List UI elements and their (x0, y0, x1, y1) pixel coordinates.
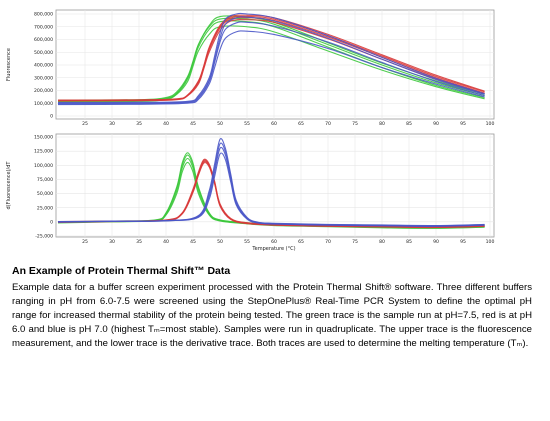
fluorescence-series-group (57, 12, 485, 106)
fluorescence-x-tick-label: 75 (352, 121, 358, 127)
derivative-x-tick-label: 40 (163, 239, 169, 245)
caption-body: Example data for a buffer screen experim… (12, 282, 532, 350)
fluorescence-x-tick-label: 80 (379, 121, 385, 127)
fluorescence-y-tick-label: 400,000 (34, 63, 53, 69)
derivative-x-tick-label: 30 (109, 239, 115, 245)
fluorescence-x-tick-label: 35 (136, 121, 142, 127)
fluorescence-series-red-4 (57, 14, 485, 101)
fluorescence-y-tick-label: 200,000 (34, 88, 53, 94)
derivative-x-tick-label: 65 (298, 239, 304, 245)
fluorescence-series-blue-2 (57, 21, 485, 105)
derivative-x-axis-label: Temperature (°C) (251, 246, 295, 252)
fluorescence-y-tick-label: 700,000 (34, 24, 53, 30)
fluorescence-x-tick-label: 90 (433, 121, 439, 127)
derivative-x-tick-label: 85 (406, 239, 412, 245)
derivative-x-tick-label: 95 (460, 239, 466, 245)
derivative-x-tick-label: 100 (486, 239, 495, 245)
fluorescence-y-tick-label: 100,000 (34, 101, 53, 107)
fluorescence-series-green-1 (57, 17, 485, 102)
derivative-y-tick-label: 50,000 (37, 191, 53, 197)
fluorescence-x-tick-label: 30 (109, 121, 115, 127)
fluorescence-x-tick-label: 95 (460, 121, 466, 127)
fluorescence-x-tick-label: 50 (217, 121, 223, 127)
derivative-x-tick-label: 50 (217, 239, 223, 245)
derivative-y-axis-label: d(Fluorescence)/dT (6, 161, 12, 210)
fluorescence-y-tick-label: 300,000 (34, 75, 53, 81)
fluorescence-x-tick-label: 55 (244, 121, 250, 127)
derivative-x-tick-label: 60 (271, 239, 277, 245)
derivative-series-red-4 (57, 160, 485, 228)
derivative-x-tick-label: 45 (190, 239, 196, 245)
derivative-x-tick-label: 55 (244, 239, 250, 245)
derivative-x-tick-label: 70 (325, 239, 331, 245)
derivative-series-group (57, 138, 485, 229)
fluorescence-series-blue-1 (57, 30, 485, 106)
fluorescence-y-tick-label: 800,000 (34, 12, 53, 18)
fluorescence-x-tick-label: 100 (486, 121, 495, 127)
derivative-panel: 25 30 35 40 45 50 55 60 65 70 75 80 85 90 95 100 -25,000… (6, 133, 495, 252)
fluorescence-series-green-4 (57, 15, 485, 101)
fluorescence-x-tick-label: 60 (271, 121, 277, 127)
fluorescence-series-blue-3 (57, 16, 485, 104)
derivative-y-tick-label: 125,000 (34, 149, 53, 155)
derivative-x-tick-label: 35 (136, 239, 142, 245)
fluorescence-x-tick-label: 45 (190, 121, 196, 127)
fluorescence-y-tick-label: 600,000 (34, 37, 53, 43)
protein-thermal-shift-figure: 25 30 35 40 45 50 55 60 65 70 75 80 85 90 95 100 0 100,00… (6, 9, 495, 252)
fluorescence-x-tick-label: 40 (163, 121, 169, 127)
derivative-y-tick-label: 150,000 (34, 135, 53, 141)
derivative-y-tick-label: -25,000 (35, 234, 53, 240)
chart-svg: 25 30 35 40 45 50 55 60 65 70 75 80 85 90 95 100 0 100,00… (6, 9, 495, 252)
caption-title: An Example of Protein Thermal Shift™ Dat… (12, 265, 231, 277)
fluorescence-y-tick-label: 0 (50, 114, 53, 120)
derivative-y-tick-label: 75,000 (37, 177, 53, 183)
fluorescence-x-tick-label: 85 (406, 121, 412, 127)
derivative-y-tick-label: 100,000 (34, 163, 53, 169)
fluorescence-y-tick-label: 500,000 (34, 50, 53, 56)
derivative-x-tick-label: 75 (352, 239, 358, 245)
fluorescence-x-tick-label: 65 (298, 121, 304, 127)
fluorescence-x-tick-label: 25 (82, 121, 88, 127)
derivative-series-blue-4 (57, 138, 485, 227)
fluorescence-x-tick-label: 70 (325, 121, 331, 127)
derivative-x-tick-label: 90 (433, 239, 439, 245)
fluorescence-series-blue-4 (57, 12, 485, 104)
derivative-y-tick-label: 0 (50, 219, 53, 225)
derivative-y-tick-label: 25,000 (37, 205, 53, 211)
caption: An Example of Protein Thermal Shift™ Dat… (12, 265, 532, 351)
derivative-x-tick-label: 25 (82, 239, 88, 245)
derivative-x-tick-label: 80 (379, 239, 385, 245)
fluorescence-y-axis-label: Fluorescence (6, 48, 12, 81)
fluorescence-panel: 25 30 35 40 45 50 55 60 65 70 75 80 85 90 95 100 0 100,00… (6, 9, 495, 127)
